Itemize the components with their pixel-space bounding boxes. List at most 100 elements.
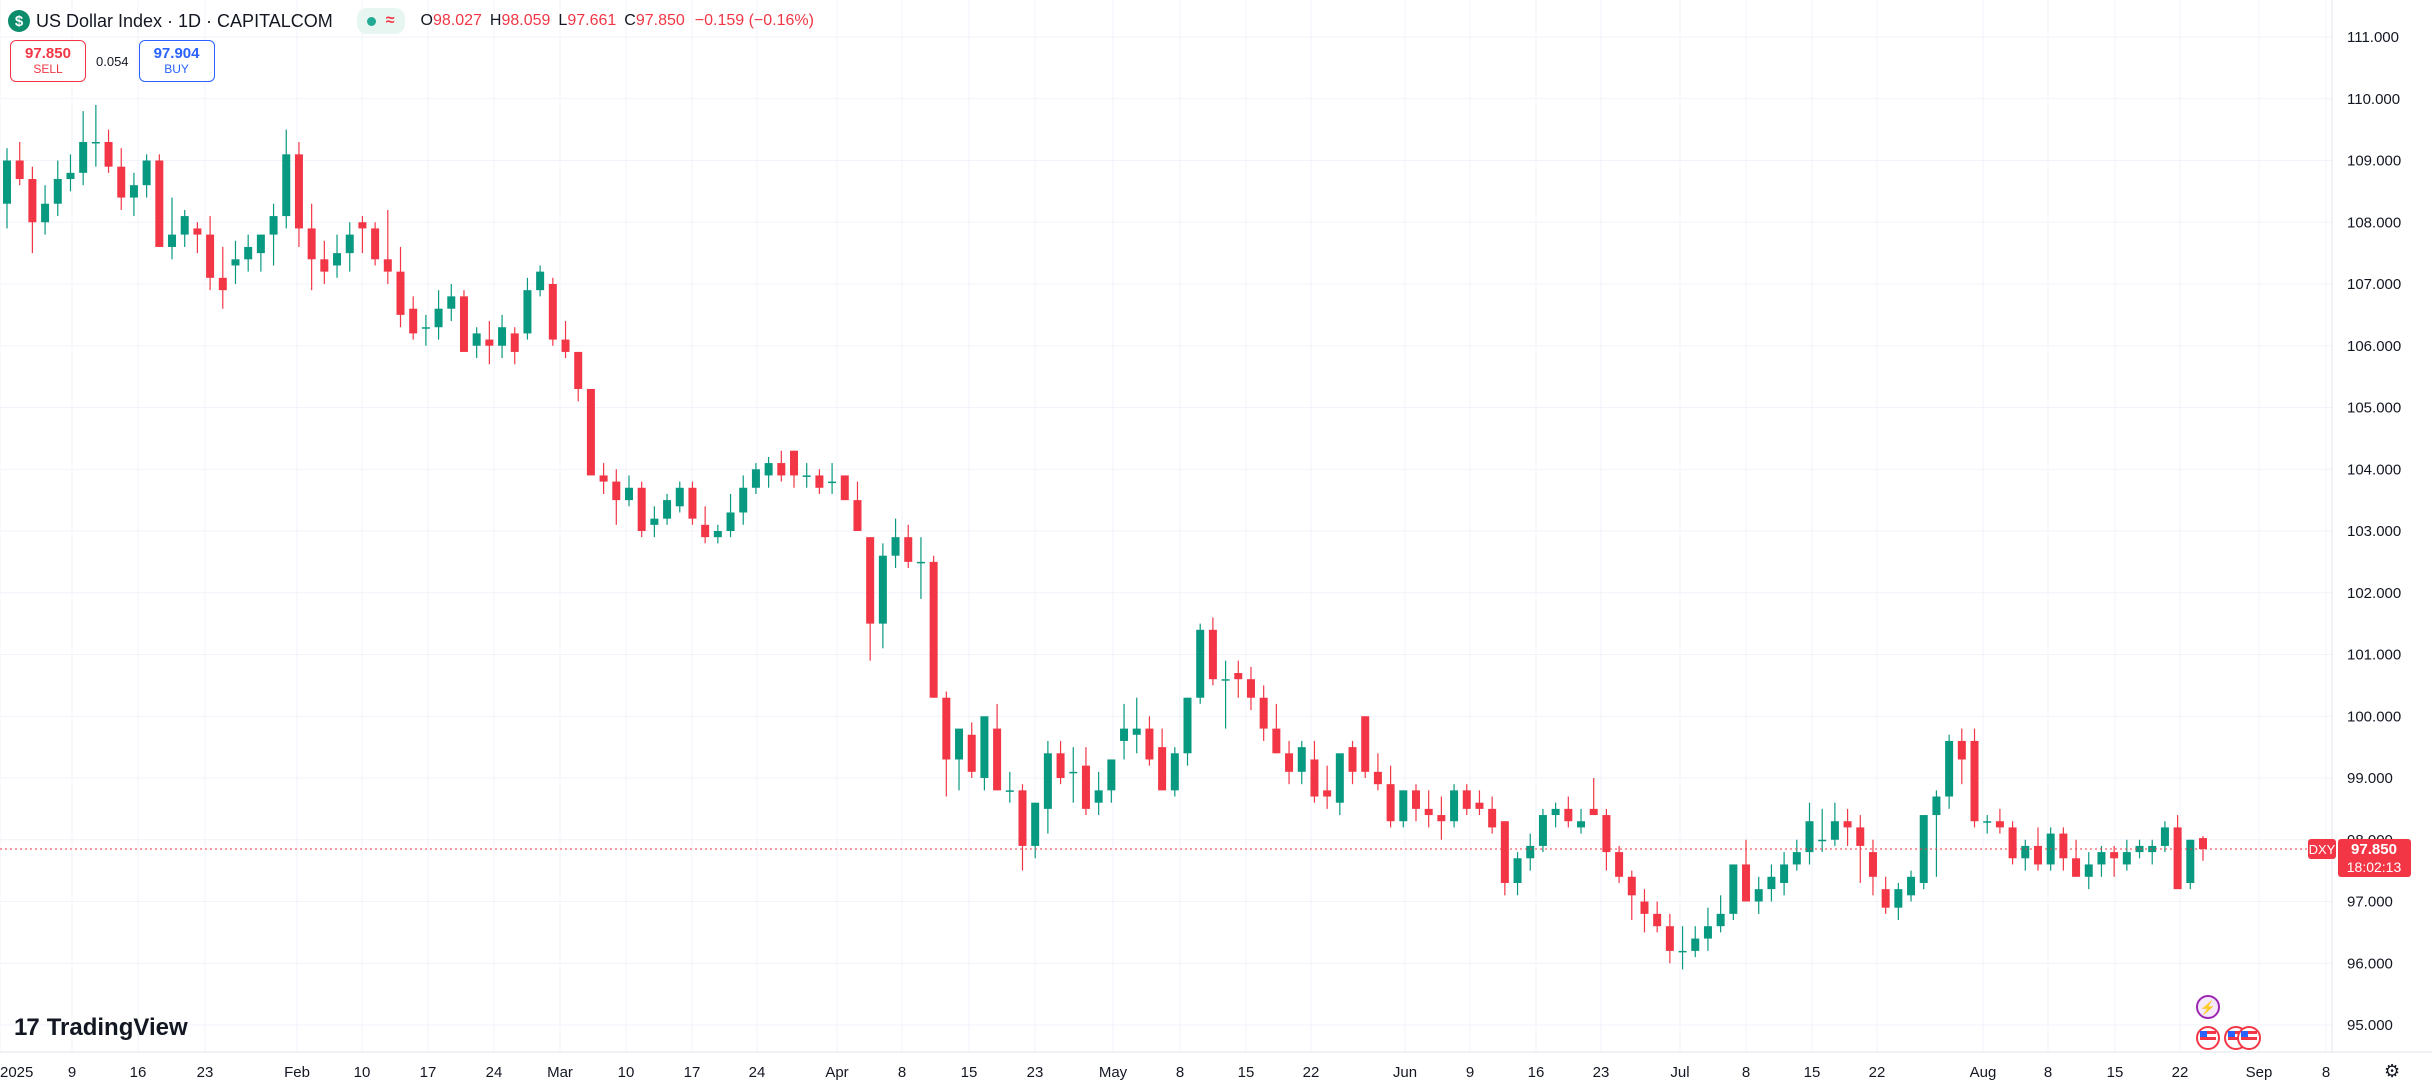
candle-body — [1703, 926, 1712, 939]
time-tick-label: 2025 — [0, 1064, 33, 1081]
candle — [117, 148, 126, 210]
candle-body — [1805, 821, 1814, 853]
candle-body — [790, 450, 799, 476]
candle-body — [929, 561, 938, 698]
candle-body — [1158, 747, 1167, 791]
candle — [1411, 784, 1420, 822]
candle-body — [1297, 747, 1306, 772]
flash-event-icon[interactable] — [2196, 995, 2220, 1019]
candle-body — [751, 469, 760, 488]
candle — [815, 469, 824, 494]
candle — [2160, 821, 2169, 853]
event-markers[interactable]: ⚡ — [2196, 995, 2261, 1050]
candle-body — [815, 475, 824, 488]
candle-body — [1183, 697, 1192, 754]
dollar-symbol-icon: $ — [8, 10, 30, 32]
candle — [1361, 716, 1370, 778]
candle — [1602, 808, 1611, 871]
candle-body — [701, 524, 710, 538]
time-tick-label: Jul — [1670, 1064, 1689, 1081]
candle — [1031, 802, 1040, 859]
candle — [1983, 815, 1992, 834]
time-tick-label: 22 — [1869, 1064, 1886, 1081]
candle-body — [1577, 821, 1586, 828]
candle-body — [1450, 790, 1459, 822]
symbol-title[interactable]: US Dollar Index · 1D · CAPITALCOM — [36, 10, 333, 31]
price-tick-label: 95.000 — [2347, 1017, 2393, 1034]
candle-body — [79, 141, 88, 173]
candle-body — [1716, 913, 1725, 927]
price-tick-label: 99.000 — [2347, 770, 2393, 787]
time-tick-label: 24 — [486, 1064, 503, 1081]
time-axis[interactable]: 2025 9 16 23 Feb 10 17 24 Mar 10 17 24 Apr 8 15 23 May 8 1… — [0, 1051, 2432, 1081]
candle — [409, 296, 418, 340]
time-tick-label: Aug — [1970, 1064, 1997, 1081]
logo-text: TradingView — [46, 1014, 188, 1041]
candle — [1183, 697, 1192, 766]
candle — [2097, 845, 2106, 877]
candle — [1767, 864, 1776, 902]
candle — [1234, 660, 1243, 698]
time-tick-label: 17 — [420, 1064, 437, 1081]
candle-body — [650, 518, 659, 525]
candle-body — [1488, 808, 1497, 828]
candle-body — [1856, 827, 1865, 846]
candle — [1970, 728, 1979, 828]
candle — [764, 456, 773, 488]
candle-body — [891, 537, 900, 556]
candle — [1919, 815, 1928, 890]
candle-body — [155, 160, 164, 247]
candle-body — [129, 185, 138, 198]
candle-body — [409, 308, 418, 334]
candle — [333, 234, 342, 278]
time-tick-label: Sep — [2246, 1064, 2273, 1081]
candle — [2033, 827, 2042, 871]
candle — [3, 148, 11, 229]
candle-body — [777, 463, 786, 476]
candle — [434, 290, 443, 340]
candle — [2059, 827, 2068, 871]
candle-body — [2008, 827, 2017, 859]
candle-body — [256, 234, 265, 254]
price-tick-label: 105.000 — [2347, 400, 2401, 417]
candle-body — [1246, 679, 1255, 698]
candle-body — [1602, 815, 1611, 853]
candle-body — [1272, 728, 1281, 754]
us-flag-icon[interactable] — [2196, 1026, 2220, 1050]
buy-label: BUY — [164, 61, 189, 76]
candle — [2122, 839, 2131, 871]
candle — [1792, 839, 1801, 871]
symbol-tag: DXY — [2309, 842, 2336, 857]
market-status[interactable]: ≈ — [356, 8, 405, 34]
candle-body — [1919, 815, 1928, 883]
price-axis[interactable]: 111.000 110.000 109.000 108.000 107.000 106.0… — [2331, 0, 2401, 1052]
settings-gear-icon[interactable]: ⚙ — [2384, 1061, 2401, 1081]
candle-body — [955, 728, 964, 760]
candle-body — [1221, 679, 1230, 681]
candle-body — [244, 246, 253, 260]
ohlc-key: O — [420, 12, 433, 29]
tradingview-logo[interactable]: 17 TradingView — [14, 1014, 188, 1042]
candle-body — [1132, 728, 1141, 735]
buy-button[interactable]: 97.904 BUY — [138, 40, 215, 82]
candle — [1995, 808, 2004, 834]
candle — [307, 203, 316, 291]
candle-body — [536, 271, 545, 291]
price-tick-label: 106.000 — [2347, 338, 2401, 355]
candle — [41, 185, 50, 235]
candle-body — [612, 481, 621, 501]
sell-button[interactable]: 97.850 SELL — [10, 40, 86, 82]
candle-body — [1335, 753, 1344, 803]
candle — [1348, 740, 1357, 785]
candle — [866, 537, 875, 661]
candle — [2110, 845, 2119, 877]
candle — [1297, 740, 1306, 785]
candle — [358, 216, 367, 254]
candle-body — [1500, 821, 1509, 883]
candle-body — [193, 228, 202, 235]
us-flag-icon[interactable] — [2237, 1026, 2261, 1050]
candle — [878, 543, 887, 649]
candle-body — [358, 222, 367, 229]
